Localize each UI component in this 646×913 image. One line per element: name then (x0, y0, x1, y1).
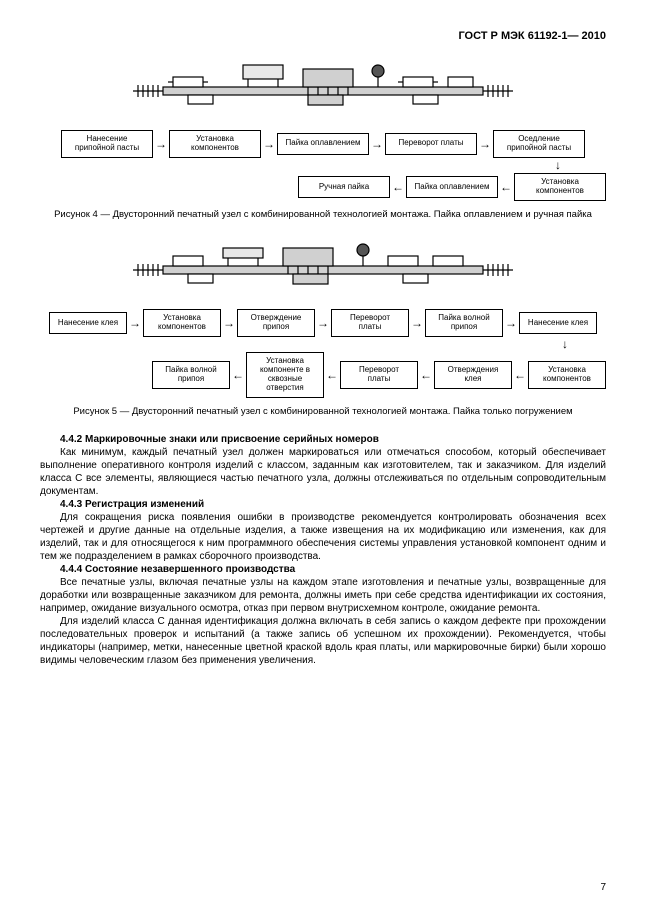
arrow-right-icon: → (223, 317, 235, 329)
flow-box: Пайка волной припоя (152, 361, 230, 389)
flow-box: Переворот платы (340, 361, 418, 389)
arrow-left-icon: ← (326, 369, 338, 381)
flow-box: Нанесение припойной пасты (61, 130, 153, 158)
section-442-title: 4.4.2 Маркировочные знаки или присвоение… (40, 433, 606, 446)
arrow-right-icon: → (411, 317, 423, 329)
section-444-para2: Для изделий класса С данная идентификаци… (40, 615, 606, 667)
flow-box: Переворот платы (331, 309, 409, 337)
flow1-row2: Ручная пайка ← Пайка оплавлением ← Устан… (40, 173, 606, 201)
arrow-right-icon: → (263, 138, 275, 150)
flow-box: Переворот платы (385, 133, 477, 155)
flow-box: Оседление припойной пасты (493, 130, 585, 158)
figure-5-caption: Рисунок 5 — Двусторонний печатный узел с… (40, 406, 606, 418)
flow-box: Установка компоненте в сквозные отверсти… (246, 352, 324, 397)
page: ГОСТ Р МЭК 61192-1— 2010 (0, 0, 646, 913)
page-number: 7 (600, 882, 606, 893)
flow2-row1: Нанесение клея → Установка компонентов →… (40, 309, 606, 337)
flowchart-1: Нанесение припойной пасты → Установка ко… (40, 130, 606, 201)
flow-box: Установка компонентов (528, 361, 606, 389)
flow1-row1: Нанесение припойной пасты → Установка ко… (40, 130, 606, 158)
figure-4-caption: Рисунок 4 — Двусторонний печатный узел с… (40, 209, 606, 221)
body-text: 4.4.2 Маркировочные знаки или присвоение… (40, 433, 606, 667)
flow-box: Ручная пайка (298, 176, 390, 198)
flowchart-2: Нанесение клея → Установка компонентов →… (40, 309, 606, 397)
arrow-left-icon: ← (392, 181, 404, 193)
section-443-title: 4.4.3 Регистрация изменений (40, 498, 606, 511)
flow-box: Установка компонентов (514, 173, 606, 201)
arrow-down-icon: ↓ (40, 161, 606, 171)
arrow-down-icon: ↓ (40, 340, 606, 350)
arrow-right-icon: → (317, 317, 329, 329)
flow-box: Отверждение припоя (237, 309, 315, 337)
flow-box: Нанесение клея (519, 312, 597, 334)
arrow-right-icon: → (371, 138, 383, 150)
arrow-left-icon: ← (500, 181, 512, 193)
flow-box: Установка компонентов (143, 309, 221, 337)
section-442-para: Как минимум, каждый печатный узел должен… (40, 446, 606, 498)
arrow-left-icon: ← (514, 369, 526, 381)
arrow-left-icon: ← (232, 369, 244, 381)
doc-header: ГОСТ Р МЭК 61192-1— 2010 (40, 30, 606, 42)
flow-box: Установка компонентов (169, 130, 261, 158)
flow-box: Пайка волной припоя (425, 309, 503, 337)
arrow-right-icon: → (129, 317, 141, 329)
pcb-diagram-2 (113, 236, 533, 301)
section-444-title: 4.4.4 Состояние незавершенного производс… (40, 563, 606, 576)
pcb-diagram-1 (113, 57, 533, 122)
section-444-para1: Все печатные узлы, включая печатные узлы… (40, 576, 606, 615)
flow-box: Пайка оплавлением (406, 176, 498, 198)
flow2-row2: Пайка волной припоя ← Установка компонен… (40, 352, 606, 397)
flow-box: Нанесение клея (49, 312, 127, 334)
arrow-right-icon: → (505, 317, 517, 329)
arrow-right-icon: → (479, 138, 491, 150)
flow-box: Отверждения клея (434, 361, 512, 389)
arrow-right-icon: → (155, 138, 167, 150)
flow-box: Пайка оплавлением (277, 133, 369, 155)
section-443-para: Для сокращения риска появления ошибки в … (40, 511, 606, 563)
arrow-left-icon: ← (420, 369, 432, 381)
